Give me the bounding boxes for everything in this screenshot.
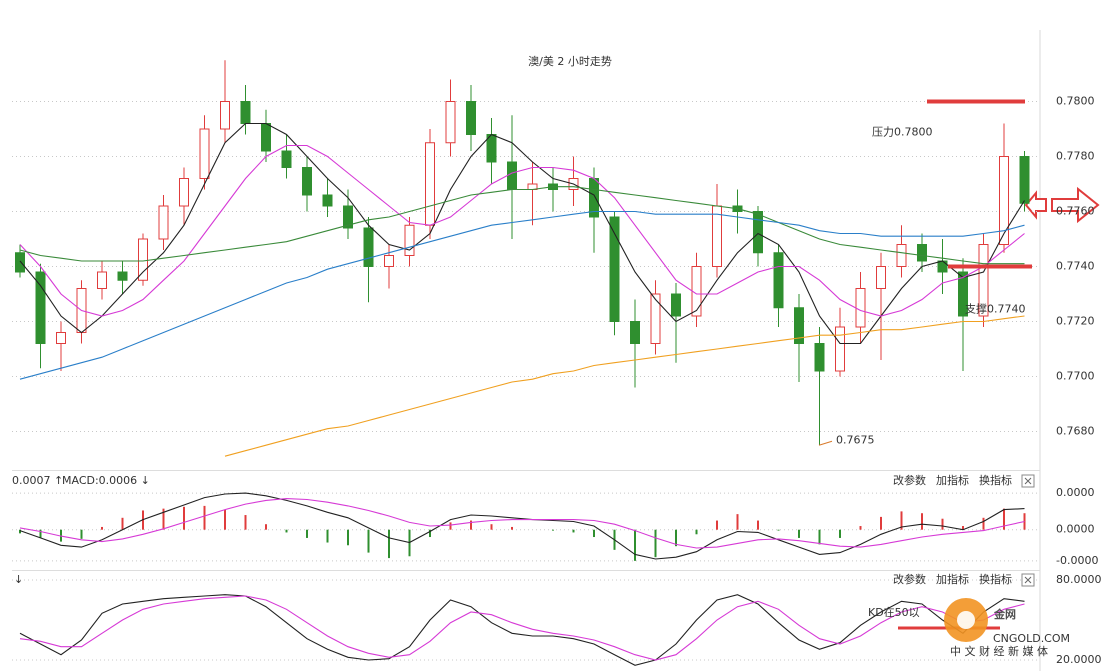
indicator-header: ↓ (14, 573, 23, 586)
line-series (19, 594, 1025, 666)
support-label: 支撑0.7740 (965, 302, 1026, 316)
y-tick-label: 0.0000 (1056, 486, 1095, 499)
candle-body (978, 244, 989, 317)
candle-body (835, 326, 845, 372)
y-tick-label: 0.7700 (1056, 370, 1095, 383)
candle-body (1019, 156, 1030, 204)
candle-body (425, 142, 435, 226)
candle-body (384, 255, 394, 267)
y-tick-label: -0.0000 (1056, 554, 1098, 567)
candle-body (630, 321, 640, 344)
candle-body (896, 244, 907, 267)
candle-body (650, 293, 661, 344)
control-button[interactable]: 加指标 (936, 473, 969, 487)
candle-body (937, 260, 948, 273)
low-annotation: 0.7675 (836, 433, 875, 446)
line-series (19, 595, 1025, 661)
candle-body (404, 224, 415, 256)
y-tick-label: 0.7760 (1056, 205, 1095, 218)
line-series (19, 498, 1025, 549)
watermark-site: CNGOLD.COM (993, 632, 1070, 645)
indicator-header: 0.0007 ↑ (12, 474, 63, 487)
control-button[interactable]: 换指标 (979, 572, 1012, 586)
candle-body (507, 161, 517, 190)
candle-body (876, 266, 886, 289)
y-tick-label: 0.7800 (1056, 95, 1095, 108)
candle-body (958, 271, 968, 317)
line-series (19, 492, 1025, 560)
chart-title: 澳/美 2 小时走势 (528, 55, 612, 68)
line-series (19, 122, 1025, 345)
watermark-slogan: 中 文 财 经 新 媒 体 (950, 644, 1048, 658)
kd-annotation: KD在50以 (868, 606, 920, 619)
control-button[interactable]: 加指标 (936, 572, 969, 586)
line-series (19, 210, 1025, 380)
line-series (19, 186, 1025, 265)
candle-body (609, 216, 620, 322)
control-button[interactable]: 改参数 (893, 572, 926, 586)
arrow-icon (1051, 186, 1100, 224)
candle-body (117, 271, 128, 281)
candle-body (322, 194, 333, 207)
candle-body (97, 271, 107, 289)
indicator-header: MACD:0.0006 ↓ (62, 474, 150, 487)
candle-body (363, 227, 374, 267)
candle-body (15, 252, 25, 273)
y-tick-label: 80.0000 (1056, 573, 1102, 586)
watermark-brand: 金网 (993, 607, 1016, 621)
candle-body (302, 167, 312, 196)
close-icon (1024, 576, 1032, 584)
candle-body (343, 205, 353, 229)
candle-body (240, 101, 251, 124)
candle-body (855, 288, 866, 328)
candle-body (281, 150, 292, 168)
annotation-pointer (818, 440, 833, 446)
arrow-icon (1024, 190, 1047, 220)
candle-body (814, 343, 825, 372)
candle-body (466, 101, 476, 135)
candle-body (35, 271, 46, 344)
candle-body (794, 307, 804, 344)
candle-body (220, 101, 230, 130)
candle-body (671, 293, 681, 317)
line-series (224, 315, 1025, 457)
candle-body (56, 332, 66, 344)
candle-body (179, 178, 189, 207)
candle-body (753, 211, 763, 254)
candle-body (445, 101, 456, 144)
y-tick-label: 0.7720 (1056, 315, 1095, 328)
candle-body (999, 156, 1009, 245)
line-series (19, 144, 1025, 317)
candle-body (158, 205, 169, 240)
y-tick-label: 0.7680 (1056, 425, 1095, 438)
candle-body (917, 244, 927, 262)
control-button[interactable]: 换指标 (979, 473, 1012, 487)
y-tick-label: 0.7740 (1056, 260, 1095, 273)
y-tick-label: 0.7780 (1056, 150, 1095, 163)
watermark-logo (957, 611, 975, 629)
candle-body (261, 123, 271, 152)
resistance-label: 压力0.7800 (872, 126, 933, 139)
candle-body (199, 128, 210, 179)
close-icon (1024, 477, 1032, 485)
control-button[interactable]: 改参数 (893, 473, 926, 487)
y-tick-label: 0.0000 (1056, 523, 1095, 536)
candle-body (773, 252, 784, 309)
y-tick-label: 20.0000 (1056, 653, 1102, 666)
candle-body (138, 238, 148, 281)
